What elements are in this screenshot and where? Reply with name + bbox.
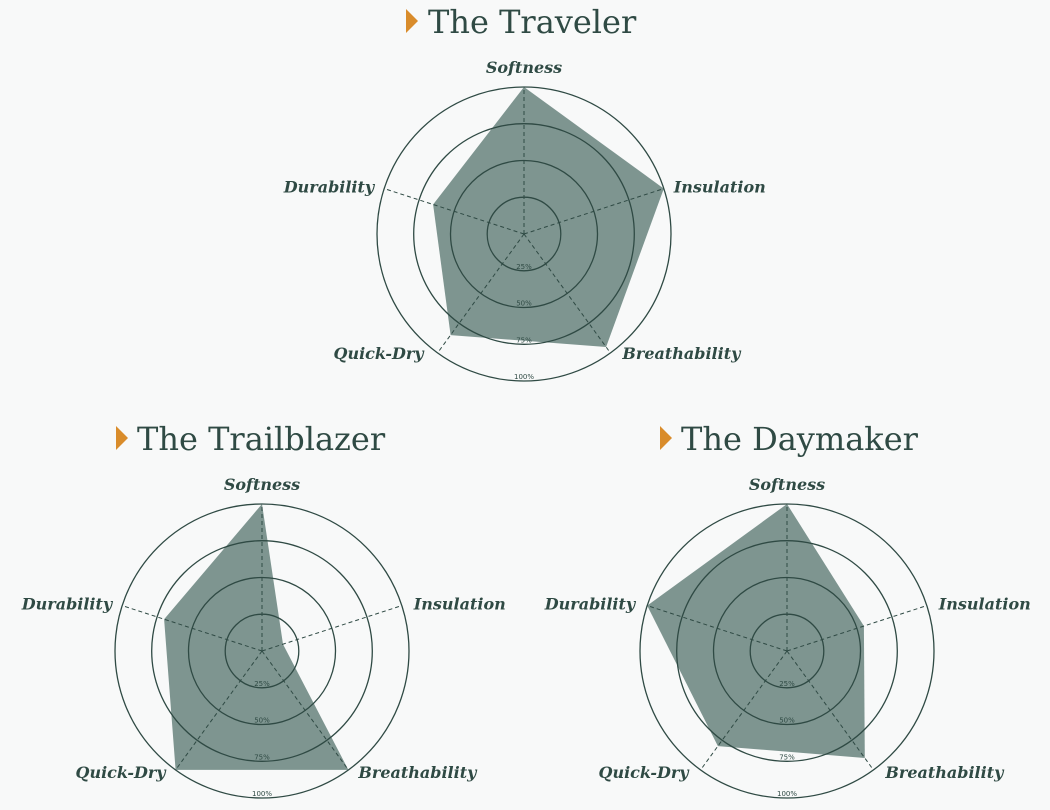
ring-label: 100%: [514, 373, 534, 381]
axis-label-softness: Softness: [749, 475, 825, 494]
ring-label: 100%: [252, 790, 272, 798]
axis-label-quick-dry: Quick-Dry: [334, 344, 426, 363]
title-marker-icon: [116, 426, 128, 450]
chart-daymaker: The Daymaker 25% 50% 75% 100% Softness Insula…: [544, 420, 1031, 799]
grid-ring: [151, 540, 373, 762]
axis-spoke: [523, 188, 664, 235]
axis-spoke: [647, 605, 788, 652]
axis-label-insulation: Insulation: [938, 595, 1031, 614]
axis-spoke: [261, 605, 402, 652]
grid-ring: [376, 86, 672, 382]
axis-spoke: [700, 650, 788, 771]
data-area: [433, 87, 664, 347]
axis-label-durability: Durability: [21, 595, 114, 614]
chart-title: The Traveler: [428, 3, 637, 41]
axis-spoke: [175, 650, 263, 771]
title-marker-icon: [406, 9, 418, 33]
axis-label-durability: Durability: [283, 178, 376, 197]
grid-ring: [676, 540, 898, 762]
axis-spoke: [786, 650, 874, 771]
grid-ring: [114, 503, 410, 799]
title-marker-icon: [660, 426, 672, 450]
ring-label: 25%: [254, 680, 270, 688]
axis-spoke: [523, 233, 611, 354]
axis-label-quick-dry: Quick-Dry: [76, 763, 168, 782]
axis-spoke: [122, 605, 263, 652]
axis-label-breathability: Breathability: [884, 763, 1005, 782]
axis-spoke: [786, 605, 927, 652]
ring-label: 75%: [779, 753, 795, 761]
axis-label-quick-dry: Quick-Dry: [599, 763, 691, 782]
ring-label: 75%: [254, 753, 270, 761]
axis-label-breathability: Breathability: [357, 763, 478, 782]
ring-label: 50%: [516, 300, 532, 308]
grid-ring: [413, 123, 635, 345]
axis-spoke: [384, 188, 525, 235]
chart-traveler: The Traveler 25% 50% 75% 100% Softness Insula…: [283, 3, 766, 382]
chart-trailblazer: The Trailblazer 25% 50% 75% 100% Softness Ins…: [21, 420, 506, 799]
axis-label-breathability: Breathability: [621, 344, 742, 363]
chart-title: The Trailblazer: [137, 420, 386, 458]
ring-label: 25%: [516, 263, 532, 271]
ring-label: 75%: [516, 336, 532, 344]
ring-label: 100%: [777, 790, 797, 798]
axis-label-softness: Softness: [486, 58, 562, 77]
grid-ring: [639, 503, 935, 799]
ring-label: 50%: [254, 717, 270, 725]
axis-spoke: [261, 650, 349, 771]
ring-label: 25%: [779, 680, 795, 688]
axis-label-softness: Softness: [224, 475, 300, 494]
chart-title: The Daymaker: [681, 420, 919, 458]
data-area: [164, 504, 349, 770]
axis-label-durability: Durability: [544, 595, 637, 614]
axis-label-insulation: Insulation: [673, 178, 766, 197]
ring-label: 50%: [779, 717, 795, 725]
axis-label-insulation: Insulation: [413, 595, 506, 614]
axis-spoke: [437, 233, 525, 354]
